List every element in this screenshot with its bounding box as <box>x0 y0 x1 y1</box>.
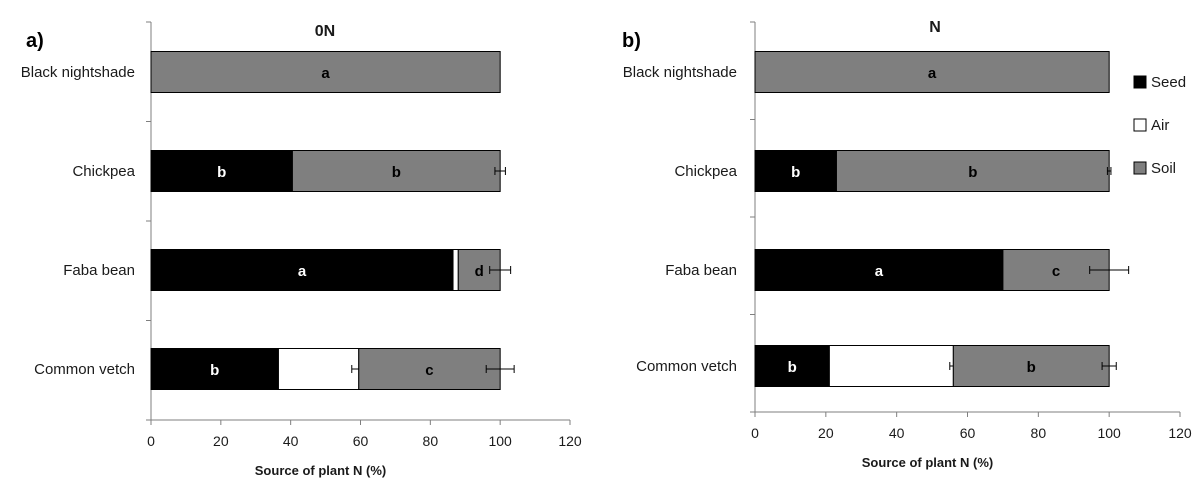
category-label: Faba bean <box>665 262 737 279</box>
panel-letter: b) <box>622 30 641 52</box>
legend-swatch-seed <box>1133 75 1147 89</box>
significance-letter: b <box>1027 359 1036 376</box>
x-tick-label: 120 <box>558 433 582 449</box>
bar-air-common-vetch <box>828 345 954 387</box>
bar-seed-faba-bean <box>754 249 1004 291</box>
bar-soil-chickpea <box>835 150 1110 192</box>
category-label: Chickpea <box>72 163 135 180</box>
legend-label: Air <box>1151 117 1169 134</box>
x-tick-label: 100 <box>1097 425 1121 441</box>
chart-panel-b: 0 20 40 60 80 100 120 Source of plant N (%) Nb) B… <box>622 19 1192 470</box>
x-tick-label: 20 <box>213 433 229 449</box>
significance-letter: c <box>1052 263 1060 280</box>
x-tick-label: 80 <box>423 433 439 449</box>
significance-letter: b <box>217 164 226 181</box>
bar-seed-common-vetch <box>150 348 279 390</box>
bar-soil-chickpea <box>291 150 501 192</box>
chart-panel-a: 0 20 40 60 80 100 120 Source of plant N (%) 0N a)… <box>21 21 582 478</box>
category-label: Faba bean <box>63 262 135 279</box>
legend-label: Soil <box>1151 160 1176 177</box>
category-label: Common vetch <box>636 358 737 375</box>
panel-title: N <box>929 19 941 36</box>
category-label: Chickpea <box>674 163 737 180</box>
x-tick-label: 0 <box>751 425 759 441</box>
x-tick-label: 40 <box>283 433 299 449</box>
category-label: Black nightshade <box>623 64 737 81</box>
bar-soil-black-nightshade <box>150 51 501 93</box>
x-tick-label: 100 <box>488 433 512 449</box>
bar-air-common-vetch <box>277 348 360 390</box>
significance-letter: b <box>968 164 977 181</box>
significance-letter: a <box>928 65 937 82</box>
legend-label: Seed <box>1151 74 1186 91</box>
x-tick-label: 40 <box>889 425 905 441</box>
x-tick-label: 20 <box>818 425 834 441</box>
bar-soil-common-vetch <box>358 348 501 390</box>
x-tick-label: 60 <box>960 425 976 441</box>
x-tick-label: 80 <box>1031 425 1047 441</box>
significance-letter: b <box>788 359 797 376</box>
significance-letter: c <box>425 362 433 379</box>
legend: Seed Air Soil <box>1133 74 1186 177</box>
significance-letter: d <box>475 263 484 280</box>
x-tick-label: 0 <box>147 433 155 449</box>
bar-air-faba-bean <box>452 249 459 291</box>
significance-letter: a <box>321 65 330 82</box>
bar-soil-black-nightshade <box>754 51 1110 93</box>
bar-seed-common-vetch <box>754 345 830 387</box>
legend-swatch-air <box>1133 118 1147 132</box>
legend-swatch-soil <box>1133 161 1147 175</box>
significance-letter: a <box>875 263 884 280</box>
bar-soil-common-vetch <box>952 345 1110 387</box>
panel-title: 0N <box>315 23 335 40</box>
x-axis-title: Source of plant N (%) <box>255 463 386 478</box>
panel-letter: a) <box>26 30 44 52</box>
significance-letter: b <box>210 362 219 379</box>
category-label: Black nightshade <box>21 64 135 81</box>
significance-letter: b <box>791 164 800 181</box>
bar-seed-chickpea <box>754 150 837 192</box>
category-label: Common vetch <box>34 361 135 378</box>
significance-letter: a <box>298 263 307 280</box>
x-tick-label: 120 <box>1168 425 1192 441</box>
x-tick-label: 60 <box>353 433 369 449</box>
x-axis-title: Source of plant N (%) <box>862 455 993 470</box>
significance-letter: b <box>392 164 401 181</box>
